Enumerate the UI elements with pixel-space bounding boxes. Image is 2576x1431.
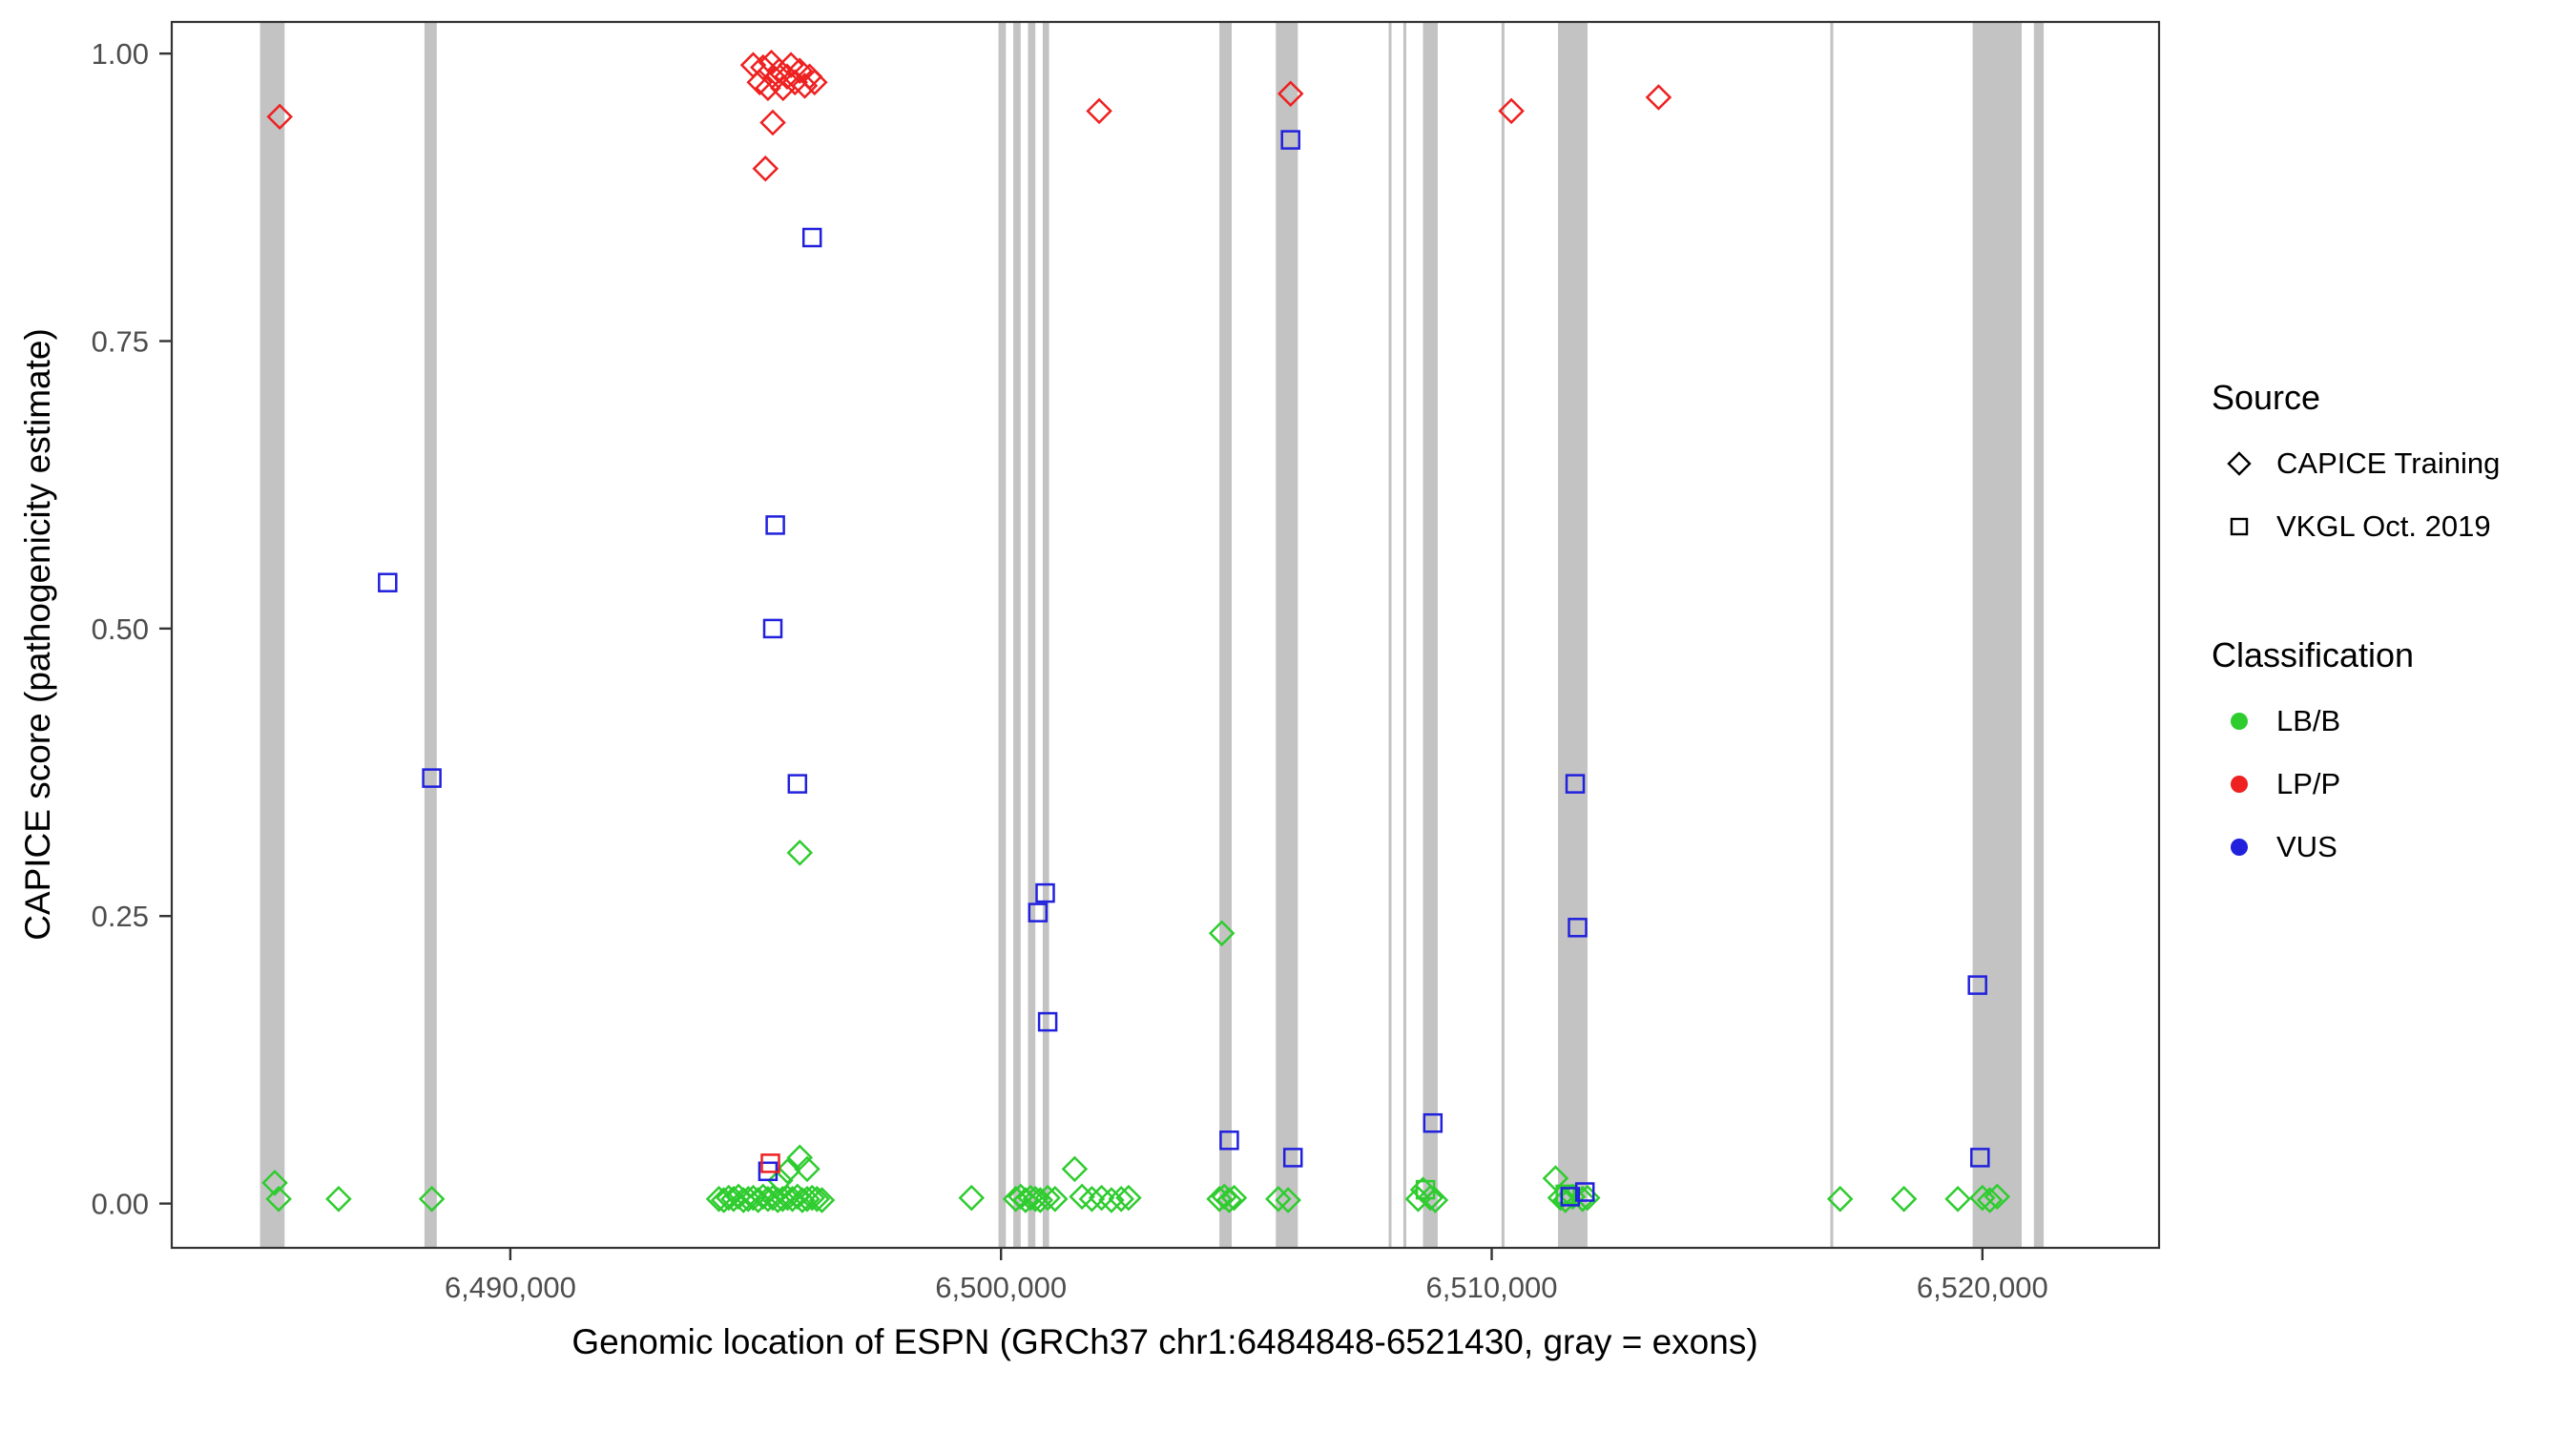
y-axis-title: CAPICE score (pathogenicity estimate) bbox=[18, 328, 57, 941]
svg-text:0.50: 0.50 bbox=[92, 612, 149, 646]
vus-dot-icon bbox=[2231, 839, 2248, 856]
axis-ticks bbox=[159, 52, 1984, 1260]
svg-text:0.25: 0.25 bbox=[92, 900, 149, 933]
square-icon bbox=[2230, 517, 2249, 536]
exon-bands bbox=[260, 22, 2045, 1248]
legend-classification: Classification LB/B LP/P VUS bbox=[2212, 635, 2574, 864]
series-square-lpp bbox=[760, 1153, 780, 1173]
data-points bbox=[261, 50, 2011, 1213]
svg-text:1.00: 1.00 bbox=[92, 37, 149, 71]
lpp-dot-icon bbox=[2231, 776, 2248, 793]
svg-text:6,500,000: 6,500,000 bbox=[935, 1271, 1067, 1304]
legend-source: Source CAPICE Training VKGL Oct. 2019 bbox=[2212, 378, 2574, 544]
diamond-icon bbox=[2227, 451, 2252, 476]
legend-item-label: VUS bbox=[2276, 830, 2337, 863]
svg-text:6,510,000: 6,510,000 bbox=[1426, 1271, 1558, 1304]
legend-item-capice-training: CAPICE Training bbox=[2212, 446, 2574, 481]
legend: Source CAPICE Training VKGL Oct. 2019 Cl… bbox=[2212, 378, 2574, 956]
legend-item-label: LP/P bbox=[2276, 767, 2341, 800]
series-diamond-lpp bbox=[266, 50, 1672, 182]
legend-item-label: LB/B bbox=[2276, 704, 2341, 737]
legend-item-vus: VUS bbox=[2212, 830, 2574, 864]
legend-item-vkgl: VKGL Oct. 2019 bbox=[2212, 509, 2574, 544]
plot-panel-border bbox=[170, 20, 2161, 1250]
legend-item-label: CAPICE Training bbox=[2276, 446, 2501, 480]
legend-classification-title: Classification bbox=[2212, 635, 2415, 674]
x-axis-title: Genomic location of ESPN (GRCh37 chr1:64… bbox=[571, 1322, 1758, 1361]
svg-text:0.75: 0.75 bbox=[92, 325, 149, 359]
series-square-vus bbox=[378, 130, 1990, 1207]
legend-item-lbb: LB/B bbox=[2212, 704, 2574, 738]
svg-text:6,520,000: 6,520,000 bbox=[1917, 1271, 2048, 1304]
lbb-dot-icon bbox=[2231, 713, 2248, 730]
series-square-lbb bbox=[1415, 1179, 1575, 1205]
legend-item-lpp: LP/P bbox=[2212, 767, 2574, 801]
axis-tick-labels: 6,490,000 6,500,000 6,510,000 6,520,000 0.00… bbox=[92, 37, 2048, 1304]
legend-source-title: Source bbox=[2212, 378, 2321, 417]
series-diamond-lbb bbox=[261, 840, 2011, 1213]
svg-text:6,490,000: 6,490,000 bbox=[445, 1271, 576, 1304]
legend-item-label: VKGL Oct. 2019 bbox=[2276, 509, 2491, 543]
svg-text:0.00: 0.00 bbox=[92, 1188, 149, 1221]
